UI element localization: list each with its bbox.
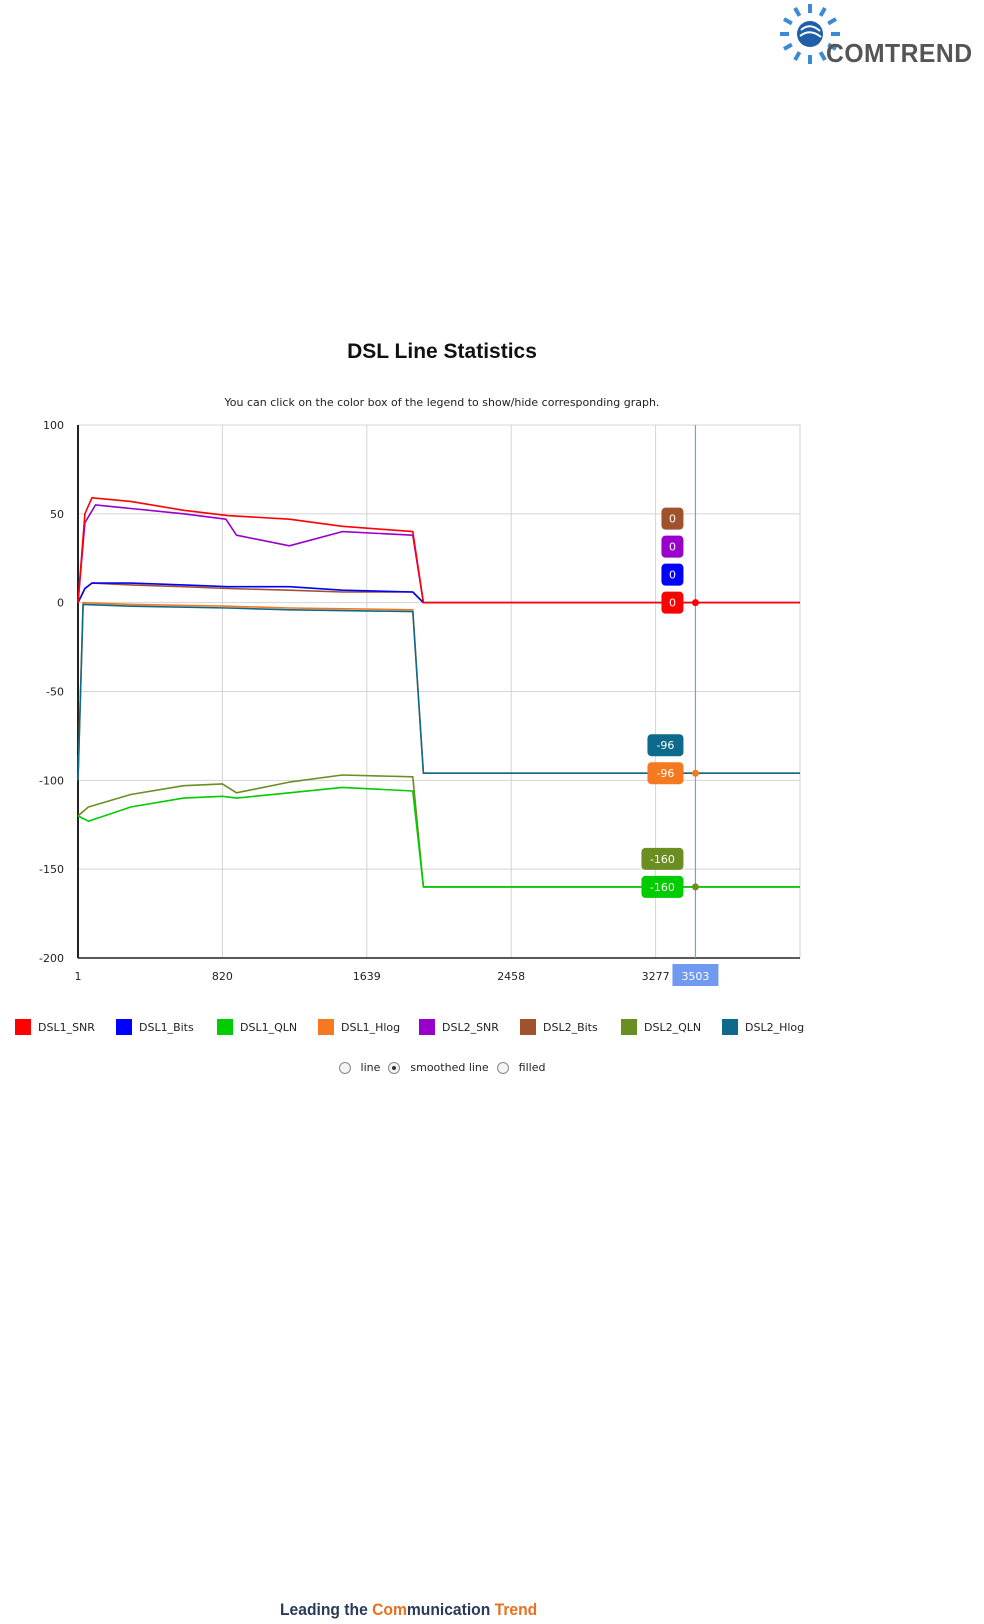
tooltip-badge-dsl2-bits — [661, 507, 684, 530]
brand-name: COMTREND — [826, 38, 973, 68]
legend-label: DSL1_SNR — [38, 1020, 95, 1034]
tooltip-value: 0 — [669, 569, 676, 582]
mode-option-smoothed-line[interactable]: smoothed line — [388, 1061, 489, 1074]
series-line-dsl2-hlog — [77, 603, 800, 781]
crosshair-point — [691, 769, 699, 777]
tooltip-badge-dsl1-hlog — [647, 762, 684, 785]
page-title: DSL Line Statistics — [347, 340, 537, 363]
tooltip-badge-dsl1-bits — [661, 563, 684, 586]
legend-color-box[interactable] — [318, 1019, 334, 1035]
legend-label: DSL1_Bits — [139, 1020, 194, 1034]
series-line-dsl1-qln — [77, 786, 800, 888]
tooltip-badge-dsl2-hlog — [647, 734, 684, 757]
footer-text-3: munication — [406, 1600, 495, 1619]
legend-color-box[interactable] — [520, 1019, 536, 1035]
x-tick-label: 1639 — [353, 970, 381, 983]
y-tick-label: 0 — [57, 597, 64, 610]
legend-color-box[interactable] — [116, 1019, 132, 1035]
mode-label: line — [360, 1061, 381, 1074]
tooltip-badge-dsl1-qln — [641, 875, 684, 898]
mode-option-filled[interactable]: filled — [496, 1061, 546, 1074]
tooltip-value: 0 — [669, 541, 676, 554]
x-tick-label: 3277 — [642, 970, 670, 983]
legend-label: DSL1_Hlog — [341, 1020, 401, 1034]
legend-color-box[interactable] — [419, 1019, 435, 1035]
series-line-dsl1-snr — [77, 497, 800, 604]
series-line-dsl1-bits — [77, 582, 800, 604]
tooltip-value: -160 — [650, 881, 675, 894]
y-tick-label: 50 — [50, 508, 64, 521]
legend-color-box[interactable] — [621, 1019, 637, 1035]
tooltip-badge-dsl2-qln — [641, 847, 684, 870]
tooltip-value: 0 — [669, 597, 676, 610]
footer-text-4: Trend — [494, 1600, 538, 1619]
dsl-line-chart: 100 50 0 -50 -100 -150 -200 1 820 1639 2458 3277 350… — [39, 419, 801, 986]
mode-radio[interactable] — [388, 1061, 401, 1074]
footer-tagline: Leading the Communication Trend — [280, 1600, 537, 1620]
footer-text-1: Leading the — [280, 1600, 373, 1619]
mode-label: filled — [518, 1061, 546, 1074]
crosshair-x-label: 3503 — [681, 970, 709, 983]
y-tick-label: -50 — [46, 686, 64, 699]
tooltip-value: -160 — [650, 853, 675, 866]
comtrend-logo — [780, 4, 840, 64]
mode-option-line[interactable]: line — [338, 1061, 381, 1074]
tooltip-value: -96 — [656, 767, 674, 780]
crosshair-x-label-box — [672, 964, 719, 986]
legend-color-box[interactable] — [217, 1019, 233, 1035]
graph-mode-selector: line smoothed line filled — [0, 1061, 884, 1077]
legend-item-dsl1-qln[interactable]: DSL1_QLN — [217, 1019, 318, 1035]
tooltip-badge-dsl1-snr — [661, 591, 684, 614]
legend-item-dsl2-snr[interactable]: DSL2_SNR — [419, 1019, 520, 1035]
legend-color-box[interactable] — [15, 1019, 31, 1035]
chart-instructions: You can click on the color box of the le… — [224, 396, 660, 409]
legend-item-dsl2-bits[interactable]: DSL2_Bits — [520, 1019, 621, 1035]
y-tick-label: -150 — [39, 863, 64, 876]
legend-label: DSL2_SNR — [442, 1020, 499, 1034]
legend-label: DSL2_Hlog — [745, 1020, 805, 1034]
tooltip-badge-dsl2-snr — [661, 535, 684, 558]
chart-legend: DSL1_SNR DSL1_Bits DSL1_QLN DSL1_Hlog DSL2_S… — [15, 1019, 823, 1035]
crosshair-point — [691, 883, 699, 891]
x-tick-label: 1 — [75, 970, 82, 983]
y-tick-label: -100 — [39, 774, 64, 787]
y-tick-label: -200 — [39, 952, 64, 965]
x-tick-label: 2458 — [497, 970, 525, 983]
tooltip-value: 0 — [669, 513, 676, 526]
legend-color-box[interactable] — [722, 1019, 738, 1035]
legend-item-dsl1-hlog[interactable]: DSL1_Hlog — [318, 1019, 419, 1035]
legend-item-dsl2-qln[interactable]: DSL2_QLN — [621, 1019, 722, 1035]
legend-label: DSL2_QLN — [644, 1020, 702, 1034]
series-line-dsl2-qln — [77, 774, 800, 888]
footer-text-2: Com — [372, 1600, 407, 1619]
legend-label: DSL2_Bits — [543, 1020, 598, 1034]
legend-label: DSL1_QLN — [240, 1020, 298, 1034]
y-tick-label: 100 — [43, 419, 64, 432]
crosshair-point — [691, 599, 699, 607]
logo-sunburst — [780, 4, 840, 64]
tooltip-value: -96 — [656, 739, 674, 752]
mode-label: smoothed line — [410, 1061, 489, 1074]
mode-radio[interactable] — [496, 1061, 509, 1074]
mode-radio[interactable] — [338, 1061, 351, 1074]
legend-item-dsl2-hlog[interactable]: DSL2_Hlog — [722, 1019, 823, 1035]
legend-item-dsl1-bits[interactable]: DSL1_Bits — [116, 1019, 217, 1035]
x-tick-label: 820 — [212, 970, 233, 983]
legend-item-dsl1-snr[interactable]: DSL1_SNR — [15, 1019, 116, 1035]
